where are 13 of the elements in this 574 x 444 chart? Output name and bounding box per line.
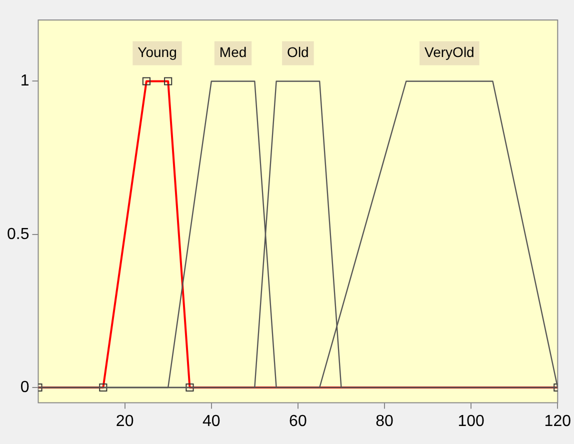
x-tick-label: 60 [289, 412, 307, 430]
y-tick-label: 0.5 [6, 226, 30, 243]
x-tick-label: 20 [116, 412, 134, 430]
x-tick-label: 100 [458, 412, 485, 430]
series-label: Med [219, 44, 247, 60]
series-label: VeryOld [424, 44, 474, 60]
y-tick-label: 0 [20, 378, 30, 396]
x-tick-label: 120 [544, 412, 572, 430]
series-label: Old [287, 44, 309, 60]
x-tick-label: 40 [202, 412, 220, 430]
y-tick-label: 1 [20, 72, 30, 90]
x-tick-label: 80 [376, 412, 394, 430]
series-label: Young [138, 44, 177, 60]
